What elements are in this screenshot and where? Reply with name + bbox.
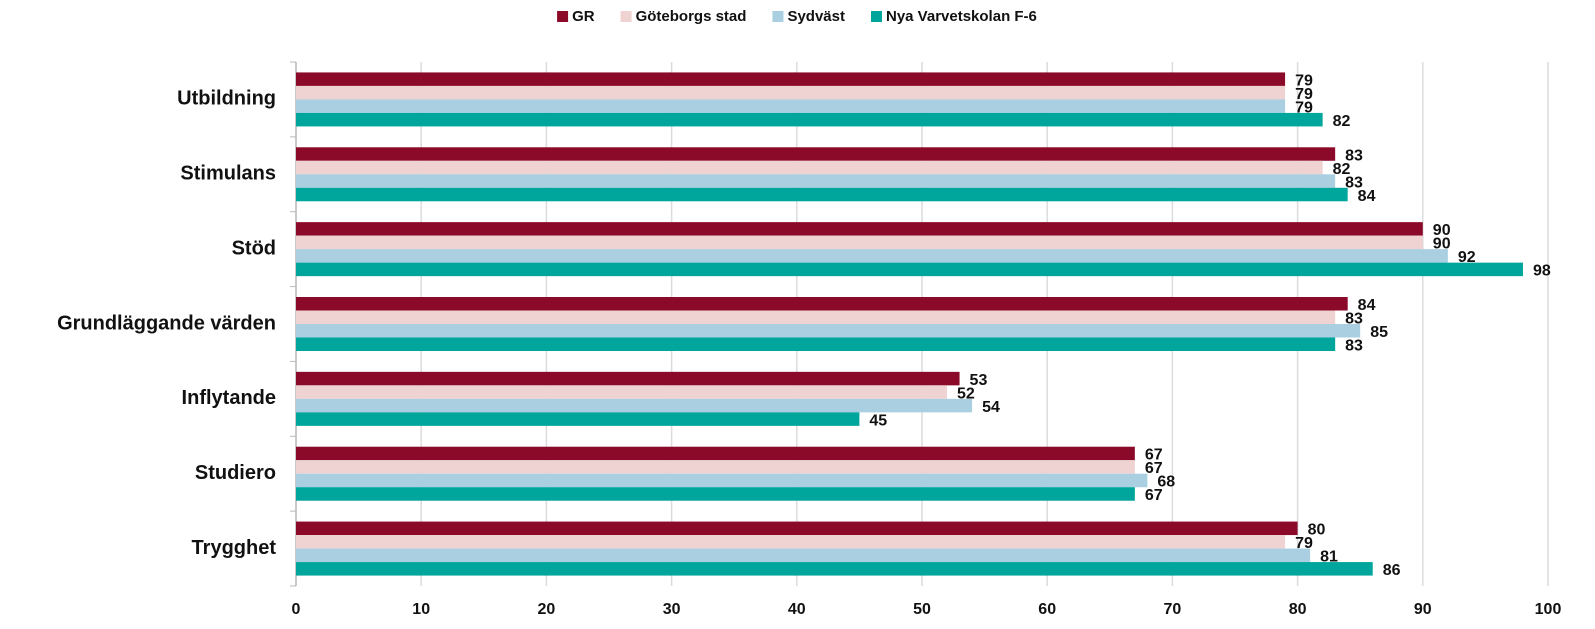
bar: [296, 187, 1348, 202]
data-label: 80: [1308, 522, 1326, 539]
bar: [296, 297, 1348, 311]
bar: [296, 446, 1135, 461]
x-tick-label: 40: [788, 601, 806, 618]
x-tick-label: 20: [538, 601, 556, 618]
data-label: 79: [1295, 86, 1313, 103]
data-label: 52: [957, 385, 975, 402]
x-tick-label: 30: [663, 601, 681, 618]
legend-swatch: [620, 11, 632, 22]
bar: [296, 160, 1323, 175]
data-label: 79: [1295, 72, 1313, 89]
data-label: 83: [1345, 310, 1363, 327]
category-label: Stimulans: [180, 163, 276, 185]
data-label: 45: [869, 412, 887, 429]
legend-swatch: [557, 11, 569, 22]
bar: [296, 548, 1311, 563]
bar: [296, 398, 973, 413]
data-label: 86: [1383, 562, 1401, 579]
legend-swatch: [772, 11, 784, 22]
data-label: 54: [982, 399, 1000, 416]
legend-label: Göteborgs stad: [636, 8, 747, 25]
data-label: 90: [1433, 236, 1451, 253]
legend-label: GR: [572, 8, 595, 25]
x-tick-label: 100: [1535, 601, 1562, 618]
data-label: 79: [1295, 535, 1313, 552]
bar: [296, 460, 1135, 474]
data-label: 67: [1145, 487, 1163, 504]
x-tick-label: 90: [1414, 601, 1432, 618]
bar: [296, 99, 1286, 113]
data-label: 79: [1295, 99, 1313, 116]
data-label: 98: [1533, 263, 1551, 280]
data-label: 82: [1333, 161, 1351, 178]
data-label: 92: [1458, 249, 1476, 266]
bar: [296, 72, 1286, 86]
bar: [296, 385, 948, 399]
bar: [296, 310, 1336, 324]
bar: [296, 337, 1336, 351]
data-label: 53: [970, 372, 988, 389]
x-tick-label: 10: [412, 601, 430, 618]
category-label: Studiero: [195, 462, 276, 484]
bar: [296, 562, 1373, 576]
data-label: 85: [1370, 324, 1388, 341]
x-tick-label: 60: [1038, 601, 1056, 618]
data-label: 67: [1145, 460, 1163, 477]
legend-label: Nya Varvetskolan F-6: [886, 8, 1037, 25]
data-label: 82: [1333, 113, 1351, 130]
data-label: 84: [1358, 297, 1376, 314]
x-tick-label: 50: [913, 601, 931, 618]
bar: [296, 85, 1286, 100]
data-label: 90: [1433, 222, 1451, 239]
data-label: 83: [1345, 337, 1363, 354]
x-tick-label: 0: [292, 601, 301, 618]
bar: [296, 487, 1135, 501]
bar: [296, 235, 1423, 250]
category-label: Utbildning: [177, 88, 276, 110]
x-tick-label: 70: [1164, 601, 1182, 618]
data-label: 67: [1145, 447, 1163, 464]
bar: [296, 324, 1361, 338]
category-label: Inflytande: [182, 387, 276, 409]
bar: [296, 262, 1523, 277]
data-label: 84: [1358, 188, 1376, 205]
bar: [296, 174, 1336, 188]
data-label: 68: [1157, 474, 1175, 491]
data-label: 83: [1345, 147, 1363, 164]
bar: [296, 371, 960, 386]
bar: [296, 147, 1336, 161]
category-label: Trygghet: [192, 537, 277, 559]
legend-swatch: [870, 11, 882, 22]
bar: [296, 473, 1148, 488]
bar: [296, 112, 1323, 127]
x-tick-label: 80: [1289, 601, 1307, 618]
bar: [296, 222, 1423, 236]
data-label: 83: [1345, 174, 1363, 191]
bar: [296, 412, 860, 426]
data-label: 81: [1320, 549, 1338, 566]
bar: [296, 249, 1448, 263]
bar: [296, 521, 1298, 536]
legend-label: Sydväst: [787, 8, 845, 25]
category-label: Stöd: [232, 237, 276, 259]
category-label: Grundläggande värden: [57, 312, 276, 334]
bar: [296, 535, 1286, 549]
